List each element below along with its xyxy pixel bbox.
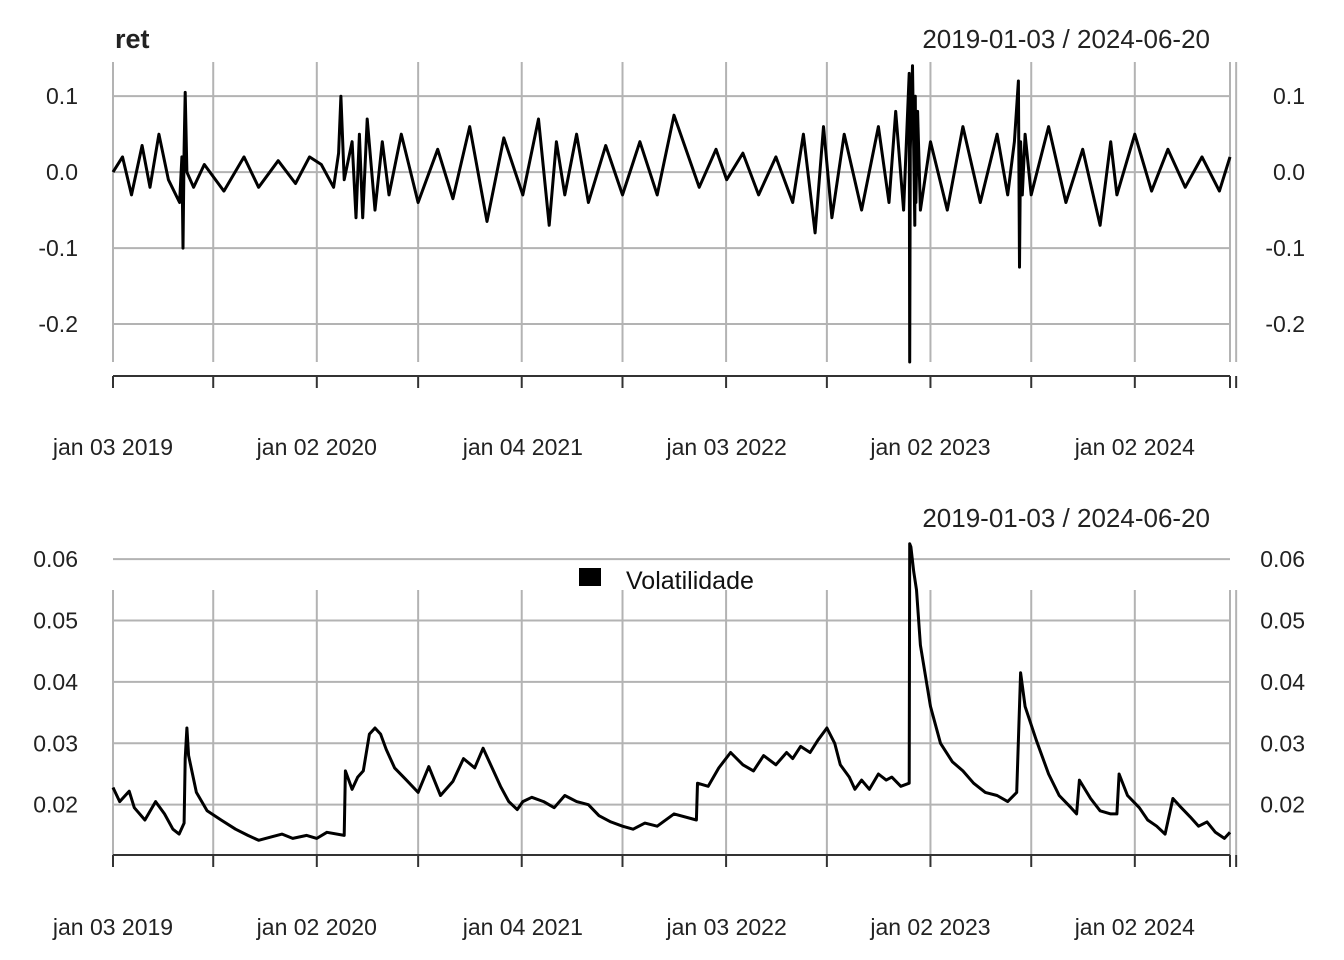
panel-title: ret	[115, 24, 150, 54]
y-tick-label: 0.1	[1273, 83, 1305, 109]
grid	[112, 62, 1238, 362]
x-tick-label: jan 02 2023	[869, 434, 990, 460]
x-axis: jan 03 2019 jan 02 2020 jan 04 2021 jan 03 …	[52, 375, 1238, 460]
y-tick-label: -0.1	[1265, 235, 1305, 261]
y-tick-label: 0.02	[1260, 792, 1305, 818]
y-tick-label: 0.0	[46, 159, 78, 185]
y-tick-label: -0.2	[1265, 311, 1305, 337]
date-range-label: 2019-01-03 / 2024-06-20	[922, 503, 1210, 533]
y-tick-label: 0.04	[33, 669, 78, 695]
y-tick-label: 0.0	[1273, 159, 1305, 185]
y-tick-label: 0.04	[1260, 669, 1305, 695]
y-tick-label: 0.06	[33, 546, 78, 572]
x-tick-label: jan 02 2024	[1074, 434, 1195, 460]
returns-panel: ret 2019-01-03 / 2024-06-20 0.1 0.0 -0.1 -0…	[38, 24, 1305, 460]
volatility-panel: 2019-01-03 / 2024-06-20 0.06 0.05 0.04 0.03…	[33, 503, 1305, 940]
legend: Volatilidade	[579, 567, 754, 595]
series-group	[111, 542, 1232, 842]
legend-label: Volatilidade	[626, 567, 754, 595]
y-tick-label: 0.05	[1260, 608, 1305, 634]
y-axis-right: 0.1 0.0 -0.1 -0.2	[1265, 83, 1305, 337]
series-line	[111, 542, 1232, 842]
grid	[112, 558, 1238, 855]
x-tick-label: jan 03 2022	[666, 434, 787, 460]
y-axis-left: 0.06 0.05 0.04 0.03 0.02	[33, 546, 78, 817]
y-tick-label: 0.03	[1260, 730, 1305, 756]
y-tick-label: 0.05	[33, 608, 78, 634]
y-axis-right: 0.06 0.05 0.04 0.03 0.02	[1260, 546, 1305, 817]
y-tick-label: 0.03	[33, 730, 78, 756]
x-tick-label: jan 04 2021	[462, 914, 583, 940]
x-tick-label: jan 02 2020	[256, 434, 377, 460]
y-tick-label: 0.06	[1260, 546, 1305, 572]
series-line	[111, 64, 1232, 364]
y-tick-label: -0.1	[38, 235, 78, 261]
series-group	[111, 64, 1232, 364]
x-tick-label: jan 02 2024	[1074, 914, 1195, 940]
y-tick-label: -0.2	[38, 311, 78, 337]
x-tick-label: jan 02 2020	[256, 914, 377, 940]
y-tick-label: 0.1	[46, 83, 78, 109]
x-axis: jan 03 2019 jan 02 2020 jan 04 2021 jan 03 …	[52, 854, 1238, 940]
x-tick-label: jan 03 2019	[52, 914, 173, 940]
x-tick-label: jan 04 2021	[462, 434, 583, 460]
legend-swatch	[579, 568, 601, 586]
date-range-label: 2019-01-03 / 2024-06-20	[922, 24, 1210, 54]
x-tick-label: jan 02 2023	[869, 914, 990, 940]
y-axis-left: 0.1 0.0 -0.1 -0.2	[38, 83, 78, 337]
y-tick-label: 0.02	[33, 792, 78, 818]
x-tick-label: jan 03 2022	[666, 914, 787, 940]
x-tick-label: jan 03 2019	[52, 434, 173, 460]
